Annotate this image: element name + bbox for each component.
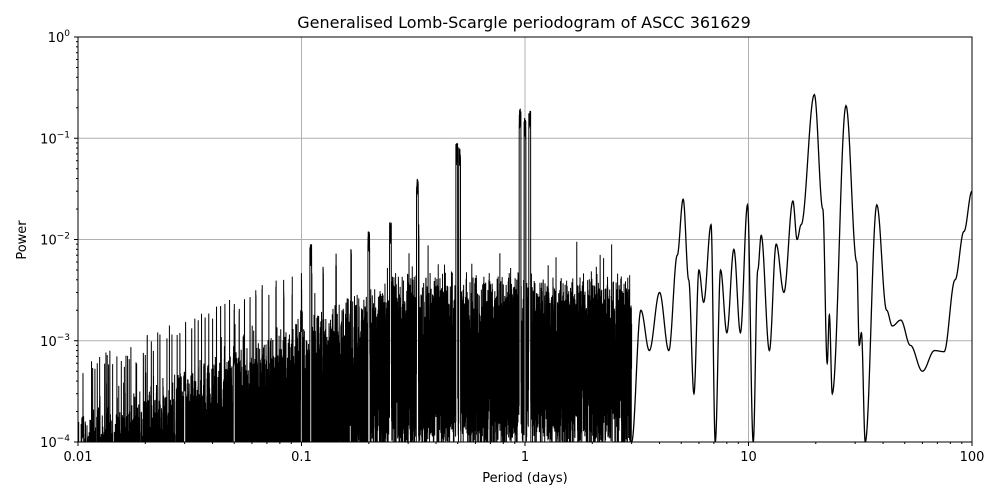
y-tick-label: 10−3 <box>40 333 70 350</box>
chart-title: Generalised Lomb-Scargle periodogram of … <box>297 13 751 32</box>
y-axis-ticks: 10−4 10−3 10−2 10−1 100 <box>40 29 78 451</box>
x-tick-label: 1 <box>521 450 529 465</box>
plot-area <box>78 93 972 442</box>
y-tick-label: 100 <box>48 29 71 46</box>
y-axis-label: Power <box>15 220 30 260</box>
y-tick-label: 10−1 <box>40 130 70 147</box>
power-curve <box>78 93 972 442</box>
x-axis-label: Period (days) <box>482 471 568 486</box>
x-tick-label: 10 <box>740 450 757 465</box>
y-tick-label: 10−2 <box>40 232 70 249</box>
x-tick-label: 100 <box>960 450 985 465</box>
y-tick-label: 10−4 <box>40 434 70 451</box>
x-tick-label: 0.01 <box>64 450 93 465</box>
x-axis-ticks: 0.01 0.1 1 10 100 <box>64 442 985 465</box>
x-tick-label: 0.1 <box>291 450 312 465</box>
